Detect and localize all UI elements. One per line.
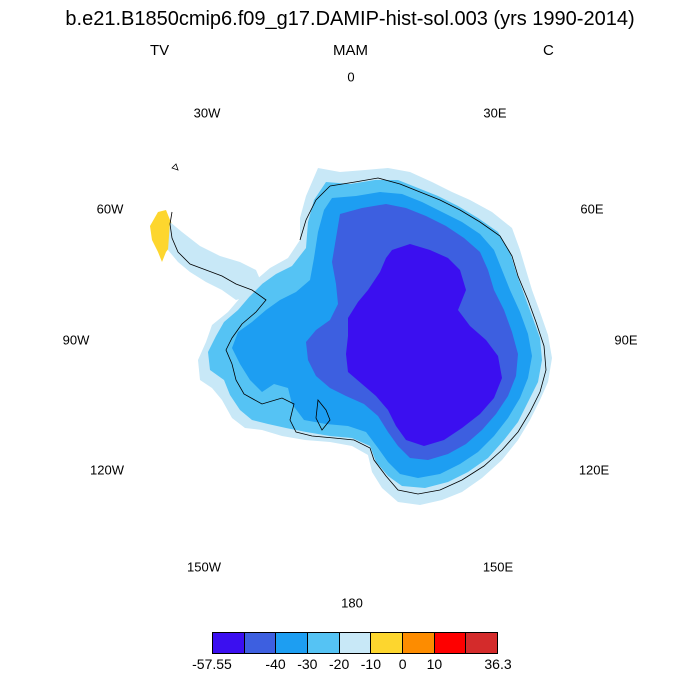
colorbar-tick-label: -30 (297, 656, 318, 672)
lon-label-30e: 30E (483, 105, 507, 121)
contour-positive (150, 210, 176, 262)
colorbar-swatch (370, 632, 403, 654)
coastline (169, 163, 547, 495)
colorbar-tick-label: 0 (398, 656, 407, 672)
variable-label: TV (150, 42, 170, 59)
colorbar-swatch (465, 632, 499, 654)
contour-darkest (346, 244, 502, 446)
colorbar-swatch (433, 632, 466, 654)
colorbar-tick-label: -40 (265, 656, 286, 672)
lon-label-180: 180 (341, 595, 363, 611)
plot-title: b.e21.B1850cmip6.f09_g17.DAMIP-hist-sol.… (65, 8, 635, 30)
lon-label-120e: 120E (578, 462, 610, 478)
colorbar-swatch (307, 632, 339, 654)
units-label: C (543, 42, 554, 59)
colorbar-tick-label: -57.55 (192, 656, 232, 672)
lon-label-120w: 120W (90, 462, 124, 478)
colorbar-swatch (338, 632, 371, 654)
lon-label-150w: 150W (187, 559, 221, 575)
season-label: MAM (333, 42, 368, 59)
colorbar-swatch (275, 632, 308, 654)
peninsula-fringe (168, 222, 262, 300)
colorbar (212, 632, 499, 654)
colorbar-tick-label: -20 (328, 656, 350, 672)
lon-label-30w: 30W (193, 105, 221, 121)
colorbar-swatch (212, 632, 244, 654)
colorbar-swatch (402, 632, 434, 654)
lon-label-90e: 90E (614, 332, 638, 348)
lon-label-90w: 90W (62, 332, 90, 348)
lon-label-0: 0 (347, 69, 355, 85)
colorbar-tick-label: 36.3 (484, 656, 512, 672)
lon-label-60e: 60E (580, 201, 604, 217)
lon-label-150e: 150E (482, 559, 514, 575)
colorbar-tick-label: 10 (426, 656, 443, 672)
lon-label-60w: 60W (96, 201, 124, 217)
colorbar-tick-label: -10 (360, 656, 381, 672)
colorbar-swatch (243, 632, 276, 654)
